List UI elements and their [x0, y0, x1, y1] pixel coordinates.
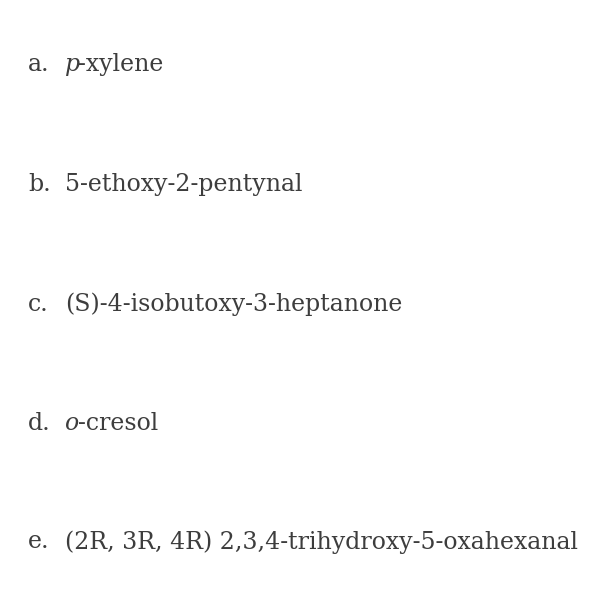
Text: (2R, 3R, 4R) 2,3,4-trihydroxy-5-oxahexanal: (2R, 3R, 4R) 2,3,4-trihydroxy-5-oxahexan…	[65, 530, 578, 554]
Text: c.: c.	[28, 292, 48, 315]
Text: 5-ethoxy-2-pentynal: 5-ethoxy-2-pentynal	[65, 172, 302, 195]
Text: -cresol: -cresol	[78, 412, 158, 435]
Text: d.: d.	[28, 412, 51, 435]
Text: e.: e.	[28, 530, 50, 554]
Text: (S)-4-isobutoxy-3-heptanone: (S)-4-isobutoxy-3-heptanone	[65, 292, 402, 316]
Text: b.: b.	[28, 172, 51, 195]
Text: o: o	[65, 412, 79, 435]
Text: a.: a.	[28, 52, 50, 75]
Text: -xylene: -xylene	[78, 52, 164, 75]
Text: p: p	[65, 52, 80, 75]
